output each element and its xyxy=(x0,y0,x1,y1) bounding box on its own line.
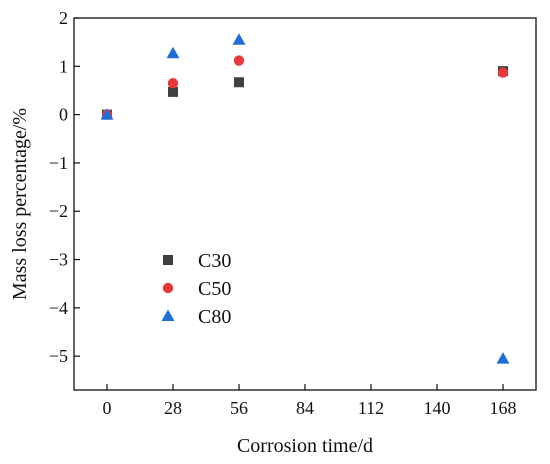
y-axis-ticks: 2 1 0 −1 −2 −3 −4 −5 xyxy=(49,8,80,366)
data-point-c50 xyxy=(167,78,179,89)
legend-label-c80: C80 xyxy=(198,306,231,328)
x-tick-label: 28 xyxy=(164,398,182,418)
y-tick-label: −5 xyxy=(49,346,68,366)
series-c80 xyxy=(100,33,510,364)
x-axis-ticks: 0 28 56 84 112 140 168 xyxy=(103,384,517,418)
legend-marker-c50 xyxy=(162,282,174,294)
y-axis-title: Mass loss percentage/% xyxy=(9,108,31,300)
y-tick-label: −4 xyxy=(49,298,68,318)
data-points xyxy=(100,33,510,364)
y-tick-label: −1 xyxy=(49,153,68,173)
y-tick-label: 0 xyxy=(59,105,68,125)
data-point-c80 xyxy=(232,33,246,45)
legend-marker-c30 xyxy=(163,255,173,265)
y-tick-label: 1 xyxy=(59,56,68,76)
plot-frame xyxy=(73,17,537,391)
x-tick-label: 56 xyxy=(230,398,248,418)
x-axis-title: Corrosion time/d xyxy=(237,435,373,457)
data-point-c30 xyxy=(234,77,244,88)
legend-label-c30: C30 xyxy=(198,250,231,272)
series-c50 xyxy=(101,55,509,120)
legend: C30 C50 C80 xyxy=(161,250,231,328)
x-tick-label: 112 xyxy=(358,398,384,418)
data-point-c50 xyxy=(233,55,245,66)
x-tick-label: 84 xyxy=(296,398,314,418)
data-point-c30 xyxy=(168,86,178,97)
data-point-c80 xyxy=(496,352,510,364)
x-tick-label: 168 xyxy=(490,398,517,418)
series-c30 xyxy=(102,66,508,120)
data-point-c80 xyxy=(166,46,180,59)
y-tick-label: 2 xyxy=(59,8,68,28)
legend-label-c50: C50 xyxy=(198,278,231,300)
x-tick-label: 140 xyxy=(424,398,451,418)
y-tick-label: −2 xyxy=(49,201,68,221)
data-point-c80 xyxy=(100,108,114,120)
legend-marker-c80 xyxy=(161,309,175,321)
data-point-c50 xyxy=(497,67,509,78)
x-tick-label: 0 xyxy=(103,398,112,418)
y-tick-label: −3 xyxy=(49,250,68,270)
